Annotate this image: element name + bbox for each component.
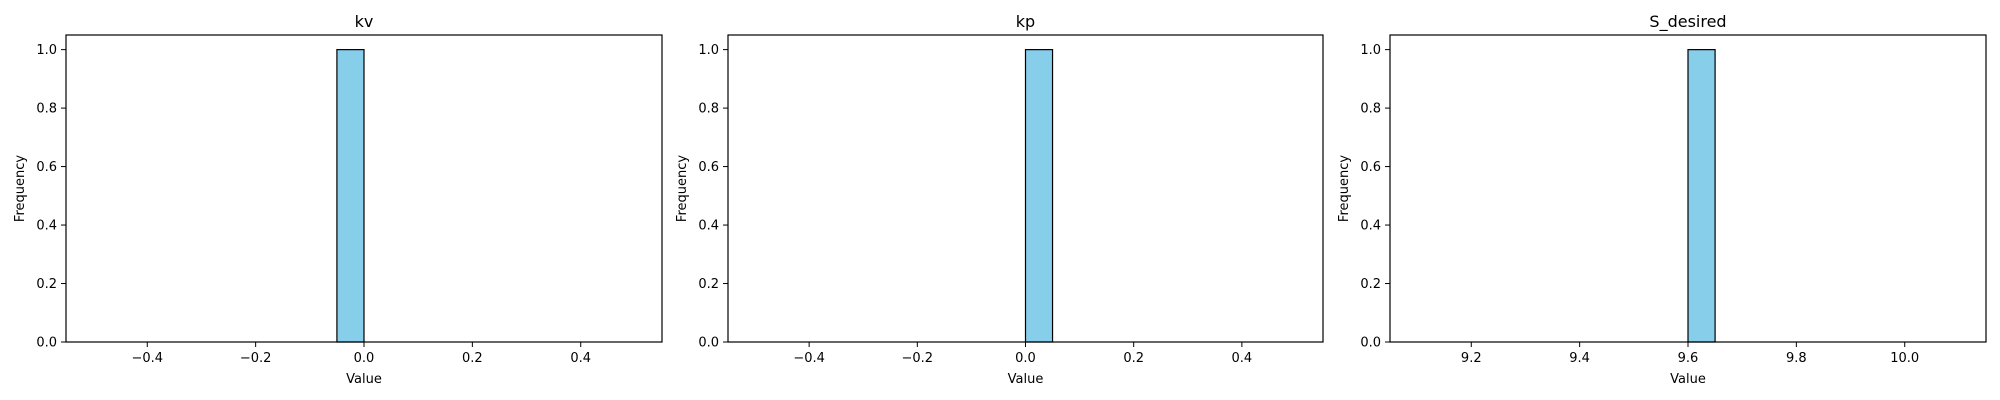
y-tick-label: 0.6 bbox=[698, 160, 719, 175]
chart-title: kv bbox=[355, 12, 374, 31]
x-tick-label: 9.2 bbox=[1461, 351, 1482, 366]
y-tick-label: 0.2 bbox=[698, 277, 719, 292]
x-tick-label: 0.2 bbox=[1123, 351, 1144, 366]
x-tick-label: −0.2 bbox=[240, 351, 272, 366]
y-tick-label: 0.2 bbox=[1360, 277, 1381, 292]
histogram-bar bbox=[1024, 49, 1054, 343]
x-axis-label: Value bbox=[1670, 372, 1706, 387]
x-tick-label: 9.4 bbox=[1569, 351, 1590, 366]
x-axis-label: Value bbox=[346, 372, 382, 387]
y-tick-label: 0.0 bbox=[698, 336, 719, 351]
x-tick-label: 0.4 bbox=[570, 351, 591, 366]
y-tick-label: 0.8 bbox=[1360, 102, 1381, 117]
histogram-bar bbox=[336, 49, 365, 343]
y-tick-label: 0.6 bbox=[1360, 160, 1381, 175]
x-tick-label: −0.2 bbox=[902, 351, 934, 366]
y-axis-label: Frequency bbox=[675, 155, 690, 222]
y-tick-label: 0.4 bbox=[698, 219, 719, 234]
y-tick-label: 0.0 bbox=[36, 336, 57, 351]
y-tick-label: 0.2 bbox=[36, 277, 57, 292]
x-tick-label: −0.4 bbox=[793, 351, 825, 366]
y-tick-label: 0.0 bbox=[1360, 336, 1381, 351]
histogram-bar bbox=[1687, 49, 1716, 343]
y-tick-label: 0.4 bbox=[36, 219, 57, 234]
y-tick-label: 1.0 bbox=[1360, 43, 1381, 58]
x-tick-label: 0.4 bbox=[1232, 351, 1253, 366]
x-tick-label: 0.0 bbox=[1015, 351, 1036, 366]
y-axis-label: Frequency bbox=[13, 155, 28, 222]
chart-title: S_desired bbox=[1649, 12, 1726, 32]
x-tick-label: 10.0 bbox=[1890, 351, 1919, 366]
y-tick-label: 0.6 bbox=[36, 160, 57, 175]
x-tick-label: 9.6 bbox=[1678, 351, 1699, 366]
x-axis-label: Value bbox=[1008, 372, 1044, 387]
y-tick-label: 1.0 bbox=[36, 43, 57, 58]
y-tick-label: 0.8 bbox=[36, 102, 57, 117]
x-tick-label: −0.4 bbox=[131, 351, 163, 366]
x-tick-label: 0.0 bbox=[354, 351, 375, 366]
y-tick-label: 1.0 bbox=[698, 43, 719, 58]
x-tick-label: 0.2 bbox=[462, 351, 483, 366]
y-axis-label: Frequency bbox=[1337, 155, 1352, 222]
x-tick-label: 9.8 bbox=[1786, 351, 1807, 366]
y-tick-label: 0.8 bbox=[698, 102, 719, 117]
y-tick-label: 0.4 bbox=[1360, 219, 1381, 234]
chart-title: kp bbox=[1016, 12, 1035, 31]
